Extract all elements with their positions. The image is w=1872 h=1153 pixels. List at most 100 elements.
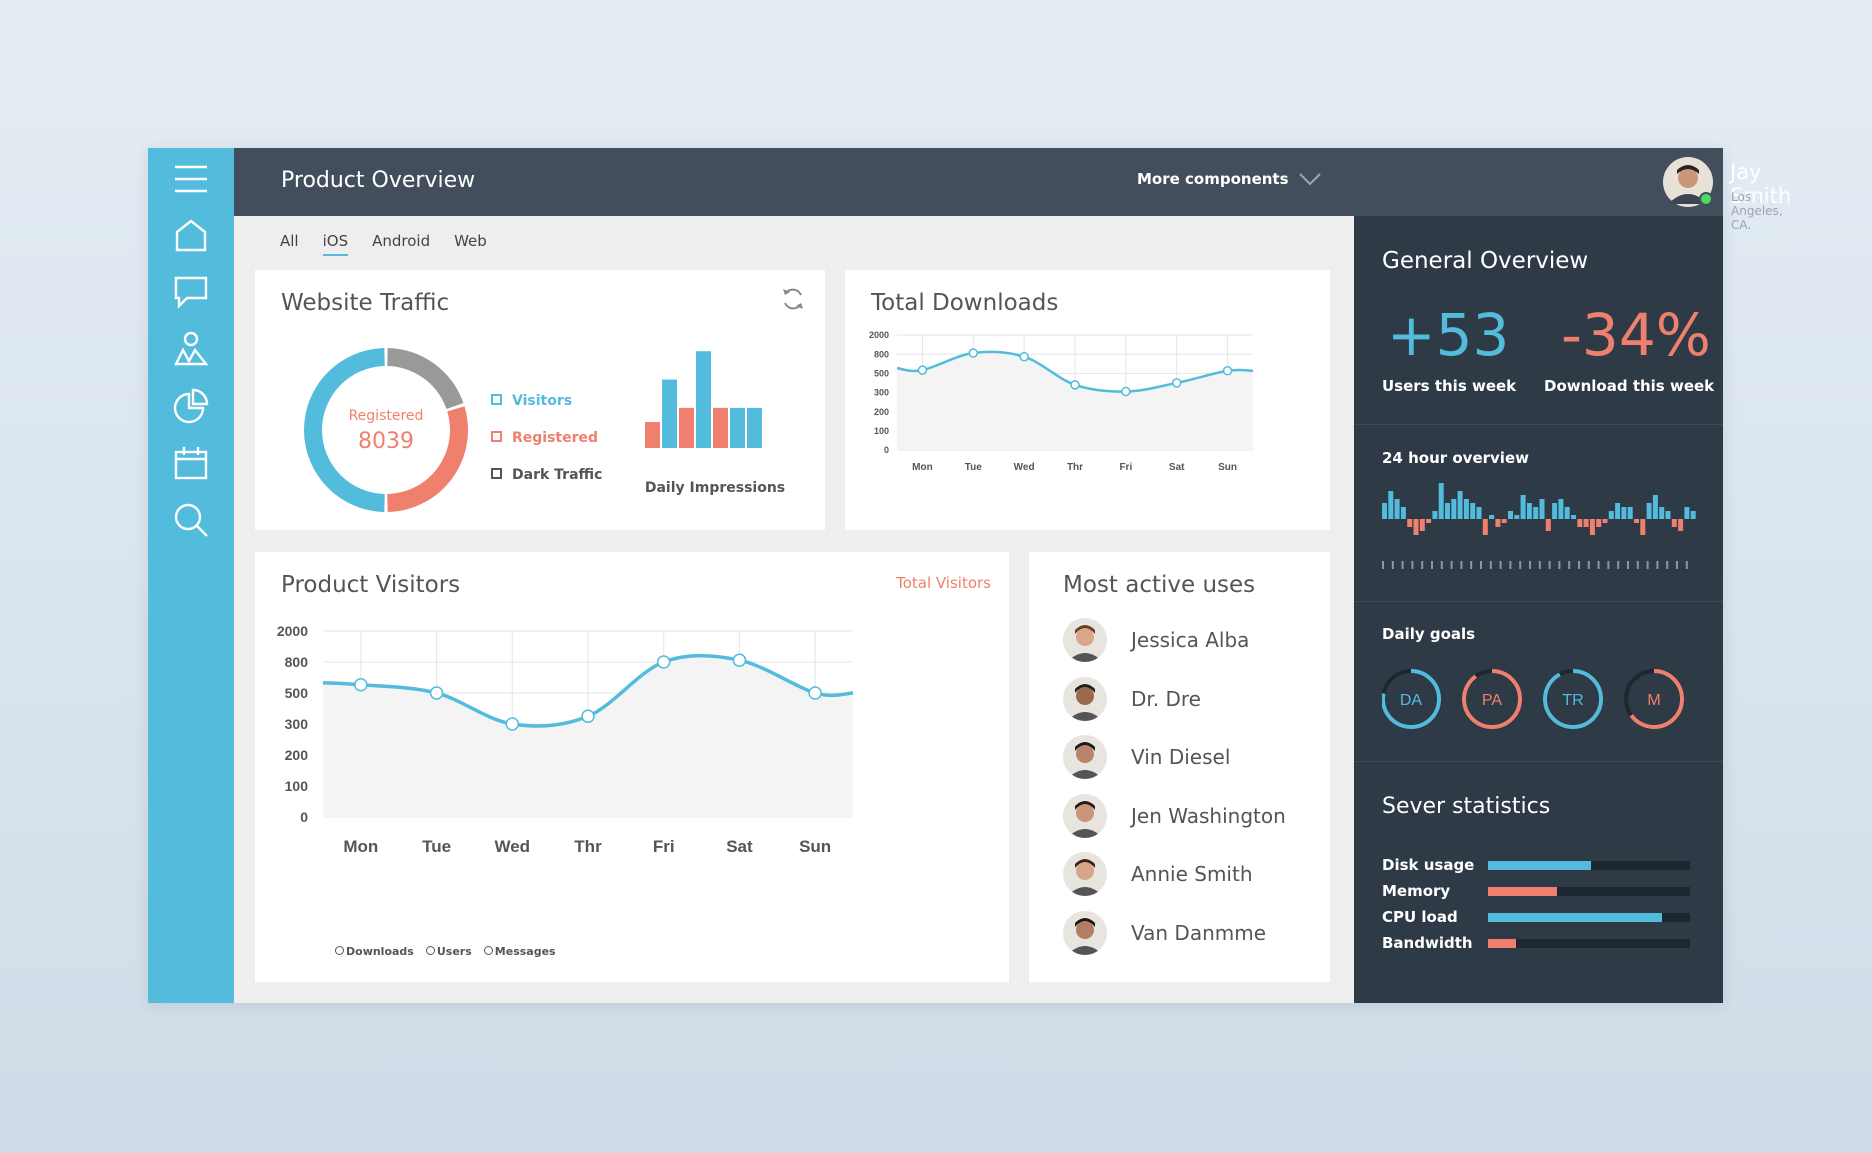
- users-week-label: Users this week: [1382, 377, 1517, 395]
- hour-bar: [1470, 503, 1476, 519]
- hour-tick: [1548, 561, 1551, 569]
- data-point: [917, 365, 928, 375]
- visitors-legend: Downloads Users Messages: [335, 945, 556, 958]
- server-stat-label: Memory: [1382, 882, 1451, 900]
- legend-label: Messages: [494, 945, 556, 958]
- legend-dark-traffic: Dark Traffic: [491, 457, 602, 494]
- hour-bar: [1445, 503, 1450, 519]
- hour-bar: [1577, 519, 1583, 527]
- data-point: [1171, 378, 1182, 388]
- chat-icon[interactable]: [173, 274, 209, 310]
- impression-bar: [713, 407, 728, 448]
- user-name: Jay Smith: [1730, 160, 1792, 208]
- hour-bar: [1508, 511, 1513, 519]
- menu-icon[interactable]: [173, 161, 209, 197]
- hour-tick: [1489, 561, 1492, 569]
- daily-impressions-chart: [645, 351, 762, 448]
- impression-bar: [662, 379, 677, 448]
- x-tick-label: Fri: [653, 837, 675, 856]
- user-avatar[interactable]: [1063, 910, 1107, 955]
- hour-bar: [1608, 511, 1614, 519]
- hour-bar: [1659, 507, 1665, 519]
- hour-tick: [1440, 561, 1443, 569]
- hour-bar: [1501, 519, 1507, 523]
- hour-bar: [1627, 507, 1633, 519]
- user-avatar[interactable]: [1063, 735, 1107, 779]
- user-avatar[interactable]: [1063, 676, 1107, 721]
- visitors-line-chart: 2000 800 500 300 200 100 0 Mon Tue Wed Thr Fri Sat Su…: [277, 623, 854, 856]
- goal-ring-progress: [1543, 669, 1603, 729]
- hour-tick: [1636, 561, 1639, 569]
- goal-code: PA: [1482, 692, 1502, 709]
- more-components-dropdown[interactable]: More components: [1137, 170, 1321, 188]
- donut-slice-visitors: [304, 348, 385, 512]
- tab-all[interactable]: All: [280, 232, 299, 250]
- legend-label: Dark Traffic: [512, 467, 603, 483]
- general-overview-section: General Overview +53 Users this week -34…: [1354, 216, 1723, 425]
- impression-bar: [730, 407, 745, 448]
- chevron-down-icon: [1298, 173, 1321, 186]
- page-title: Product Overview: [281, 168, 476, 193]
- x-tick-label: Sat: [726, 837, 753, 856]
- hour-tick: [1646, 561, 1649, 569]
- hour-tick: [1558, 561, 1561, 569]
- user-name-1[interactable]: Jessica Alba: [1131, 628, 1250, 652]
- hour-tick: [1460, 561, 1463, 569]
- y-tick-label: 100: [285, 778, 309, 794]
- user-avatar[interactable]: [1063, 793, 1107, 838]
- legend-messages: Messages: [483, 945, 556, 958]
- x-tick-label: Wed: [494, 837, 530, 856]
- server-statistics-section: Sever statistics Disk usage Memory CPU loa…: [1354, 762, 1723, 1003]
- tab-web[interactable]: Web: [454, 232, 487, 250]
- legend-swatch: [491, 431, 502, 442]
- legend-swatch: [491, 468, 502, 479]
- user-name-6[interactable]: Van Danmme: [1131, 920, 1267, 945]
- hour-tick: [1656, 561, 1659, 569]
- tab-android[interactable]: Android: [372, 232, 431, 250]
- hour-bar: [1426, 519, 1432, 523]
- hour-tick: [1411, 561, 1414, 569]
- user-name-2[interactable]: Dr. Dre: [1131, 686, 1201, 711]
- y-tick-label: 300: [285, 716, 309, 732]
- y-tick-label: 2000: [869, 330, 889, 340]
- legend-users: Users: [425, 945, 472, 958]
- impression-bar: [747, 407, 762, 448]
- y-tick-label: 2000: [277, 623, 308, 639]
- hour-tick: [1617, 561, 1620, 569]
- hour-tick: [1666, 561, 1669, 569]
- daily-impressions-label: Daily Impressions: [644, 480, 786, 496]
- server-stat-bar: [1488, 861, 1690, 870]
- hour-bar: [1583, 519, 1589, 527]
- tab-ios[interactable]: iOS: [322, 232, 349, 256]
- hour-bar: [1615, 503, 1621, 519]
- refresh-icon[interactable]: [780, 286, 806, 312]
- online-status-dot: [1699, 192, 1713, 206]
- search-icon[interactable]: [173, 502, 209, 538]
- user-name-5[interactable]: Annie Smith: [1131, 862, 1253, 886]
- user-avatar[interactable]: [1063, 618, 1107, 662]
- users-icon[interactable]: [173, 331, 209, 367]
- website-traffic-title: Website Traffic: [281, 290, 450, 316]
- donut-slice-registered: [387, 406, 468, 512]
- hour-bar: [1596, 519, 1602, 527]
- pie-chart-icon[interactable]: [173, 388, 209, 424]
- traffic-legend: Visitors Registered Dark Traffic: [491, 383, 602, 494]
- hour-tick: [1538, 561, 1541, 569]
- legend-visitors: Visitors: [491, 383, 602, 420]
- total-visitors-link[interactable]: Total Visitors: [896, 574, 991, 592]
- data-point: [505, 717, 520, 731]
- user-name-4[interactable]: Jen Washington: [1131, 803, 1286, 828]
- user-name-3[interactable]: Vin Diesel: [1131, 745, 1231, 769]
- home-icon[interactable]: [173, 217, 209, 253]
- hour-bar: [1388, 491, 1394, 519]
- server-stat-fill: [1488, 861, 1592, 870]
- hour-bar: [1646, 503, 1652, 519]
- hour-bar: [1526, 503, 1532, 519]
- hour-bar: [1690, 511, 1696, 519]
- calendar-icon[interactable]: [173, 445, 209, 481]
- server-stat-label: Bandwidth: [1382, 934, 1473, 952]
- hour-tick: [1587, 561, 1590, 569]
- server-statistics-title: Sever statistics: [1382, 794, 1551, 819]
- user-avatar[interactable]: [1662, 156, 1718, 212]
- user-avatar[interactable]: [1063, 852, 1107, 896]
